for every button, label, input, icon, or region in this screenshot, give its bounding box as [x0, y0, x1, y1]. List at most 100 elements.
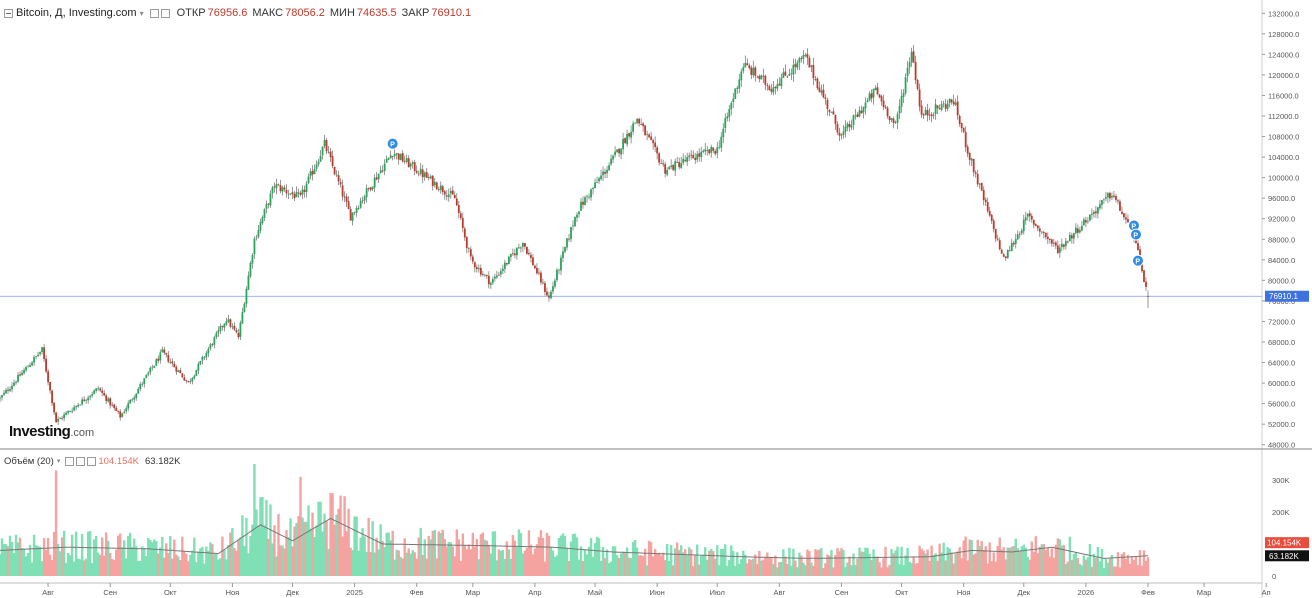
volume-bar [441, 529, 444, 576]
candle-body [395, 153, 398, 155]
candle-body [309, 171, 312, 177]
candle-body [111, 404, 114, 406]
candle-body [748, 65, 751, 69]
volume-bar [66, 552, 70, 576]
volume-bar [415, 558, 418, 576]
candle-body [427, 177, 430, 178]
volume-bar [287, 537, 290, 576]
price-tick-label: 120000.0 [1268, 71, 1299, 80]
volume-title[interactable]: Объём (20) [4, 455, 54, 467]
candle-body [696, 154, 699, 160]
volume-bar [1012, 546, 1015, 576]
volume-bar [203, 563, 206, 576]
candle-body [530, 254, 532, 258]
volume-bar [1004, 559, 1007, 576]
volume-bar [527, 530, 531, 576]
settings-square-icon[interactable] [149, 8, 159, 18]
candle-body [816, 78, 819, 89]
candle-body [63, 414, 66, 419]
candle-body [516, 247, 518, 256]
candle-body [630, 131, 632, 138]
chevron-down-icon[interactable]: ▾ [56, 458, 61, 465]
volume-bar [427, 535, 430, 576]
volume-bar [517, 529, 521, 576]
candle-body [407, 158, 410, 168]
volume-bar [734, 566, 737, 576]
time-tick-label: 2026 [1078, 588, 1095, 597]
volume-bar [417, 537, 420, 576]
event-marker[interactable] [386, 137, 399, 150]
candle-body [784, 71, 787, 76]
candle-body [155, 359, 158, 366]
candle-body [1086, 221, 1089, 223]
volume-bar [84, 558, 88, 576]
candle-body [834, 114, 837, 124]
candle-body [333, 166, 336, 175]
volume-tick-label: 300K [1272, 476, 1290, 485]
volume-bar [355, 516, 358, 576]
volume-bar [688, 547, 691, 576]
collapse-icon[interactable] [4, 8, 13, 18]
chevron-down-icon[interactable]: ▾ [139, 8, 144, 18]
settings-square-icon[interactable] [76, 456, 86, 466]
volume-bar [673, 548, 677, 576]
candle-body [31, 362, 33, 366]
volume-bar [830, 549, 833, 576]
volume-bar [459, 561, 463, 576]
volume-bar [808, 551, 811, 576]
event-marker[interactable] [1131, 254, 1144, 267]
volume-bar [1018, 550, 1021, 576]
instrument-title[interactable]: Bitcoin, Д, Investing.com [16, 7, 137, 19]
candle-body [860, 110, 863, 114]
volume-bar [962, 540, 965, 576]
volume-bar [205, 546, 208, 576]
candle-body [1111, 195, 1113, 198]
candle-body [179, 370, 182, 374]
volume-bar [485, 540, 489, 576]
volume-bar [391, 530, 394, 576]
event-marker[interactable] [1129, 228, 1142, 241]
candle-body [271, 187, 274, 194]
candle-body [750, 67, 753, 75]
volume-bar [876, 556, 879, 576]
candle-body [105, 395, 108, 401]
candle-body [223, 323, 226, 328]
candle-body [1058, 247, 1061, 253]
volume-bar [838, 551, 841, 576]
candle-body [433, 181, 436, 186]
volume-bar [78, 559, 82, 576]
volume-bar [465, 549, 469, 576]
volume-bar [463, 545, 467, 576]
candle-body [393, 154, 396, 157]
price-tick-label: 104000.0 [1268, 153, 1299, 162]
volume-bar [535, 544, 539, 576]
candle-body [554, 280, 556, 287]
candle-body [1093, 211, 1095, 215]
close-value: 76910.1 [431, 7, 472, 19]
close-square-icon[interactable] [87, 456, 97, 466]
candle-body [620, 148, 622, 155]
candle-body [127, 403, 130, 409]
volume-bar [780, 561, 783, 576]
candle-body [39, 352, 41, 355]
candle-body [307, 176, 310, 184]
volume-bar [816, 550, 819, 576]
candle-body [403, 161, 406, 162]
candle-body [169, 362, 172, 363]
logo-suffix: .com [70, 427, 95, 439]
volume-bar [976, 539, 979, 576]
volume-bar [1082, 555, 1086, 576]
volume-bar [708, 550, 711, 576]
volume-bar [291, 546, 294, 576]
volume-bar [667, 560, 671, 576]
volume-bar [810, 562, 813, 576]
candle-body [1084, 220, 1087, 223]
candle-body [996, 238, 999, 240]
candle-body [814, 79, 817, 80]
eye-square-icon[interactable] [65, 456, 75, 466]
close-square-icon[interactable] [160, 8, 170, 18]
volume-bar [165, 543, 168, 576]
volume-bar [669, 545, 673, 576]
